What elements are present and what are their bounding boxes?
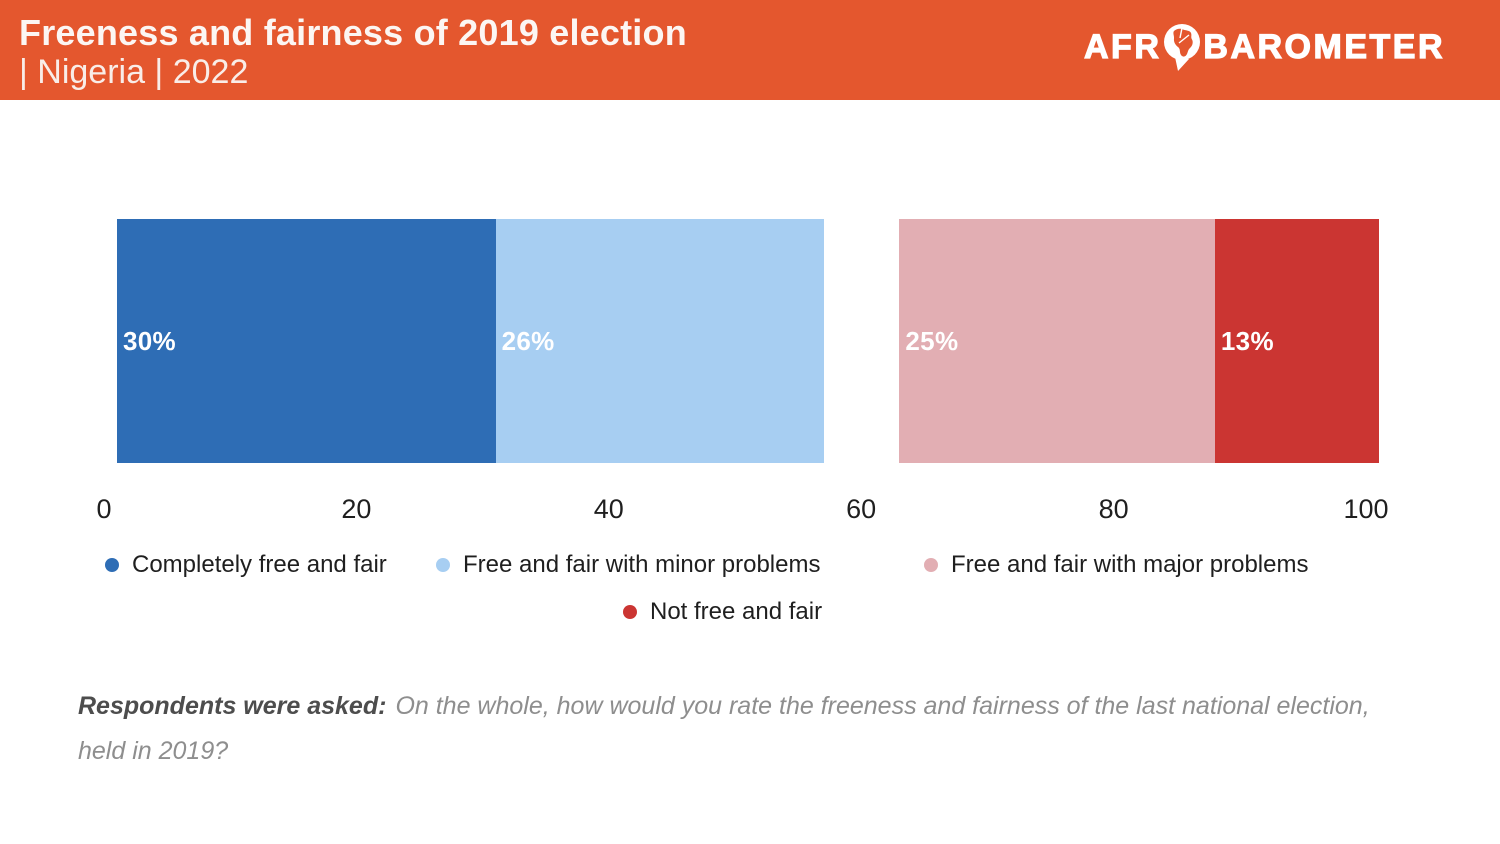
legend-dot-icon: [105, 558, 119, 572]
survey-question-note: Respondents were asked: On the whole, how…: [78, 684, 1378, 774]
africa-speech-bubble-icon: [1164, 24, 1201, 71]
legend-item-label: Free and fair with minor problems: [463, 551, 821, 578]
bar-value-label: 13%: [1220, 325, 1274, 356]
logo-text-suffix: BAROMETER: [1203, 27, 1445, 66]
x-axis: 0 20 40 60 80 100: [96, 494, 1388, 526]
chart-title: Freeness and fairness of 2019 election: [19, 12, 687, 53]
legend-dot-icon: [436, 558, 450, 572]
legend-item-label: Free and fair with major problems: [951, 551, 1309, 578]
chart-subtitle: | Nigeria | 2022: [19, 53, 249, 91]
legend-item: Free and fair with minor problems: [436, 551, 820, 579]
legend-dot-icon: [623, 605, 637, 619]
bar-segment: 26%: [495, 219, 824, 463]
bar-gap: [824, 219, 900, 463]
bar-segment: 30%: [117, 219, 496, 463]
legend-item: Completely free and fair: [105, 551, 387, 579]
legend-row-1: Completely free and fair Free and fair wi…: [0, 551, 1500, 583]
axis-tick-label: 80: [1098, 494, 1129, 524]
bar-segment: 25%: [899, 219, 1215, 463]
bar-value-label: 26%: [501, 325, 555, 356]
legend-item-label: Completely free and fair: [132, 551, 387, 578]
legend-item-label: Not free and fair: [650, 598, 823, 625]
logo-text-prefix: AFR: [1083, 27, 1162, 66]
title-block: Freeness and fairness of 2019 election |…: [19, 13, 687, 92]
legend-dot-icon: [924, 558, 938, 572]
axis-tick-label: 20: [341, 494, 372, 524]
footnote-lead: Respondents were asked:: [78, 692, 387, 720]
bar-value-label: 30%: [123, 325, 176, 356]
legend-row-2: Not free and fair: [0, 598, 1500, 630]
axis-tick-label: 60: [846, 494, 877, 524]
afrobarometer-logo: AFR BAROMETER: [1083, 23, 1445, 71]
legend-item: Free and fair with major problems: [924, 551, 1308, 579]
bar-segment: 13%: [1214, 219, 1379, 463]
footnote-question: On the whole, how would you rate the fre…: [78, 692, 1370, 765]
bar-value-label: 25%: [905, 325, 959, 356]
axis-tick-label: 0: [96, 494, 112, 524]
axis-tick-label: 100: [1343, 494, 1389, 524]
header-banner: Freeness and fairness of 2019 election |…: [0, 0, 1500, 100]
stacked-bar: 30% 26% 25% 13%: [117, 219, 1379, 463]
axis-tick-label: 40: [593, 494, 624, 524]
legend-item: Not free and fair: [623, 598, 822, 626]
